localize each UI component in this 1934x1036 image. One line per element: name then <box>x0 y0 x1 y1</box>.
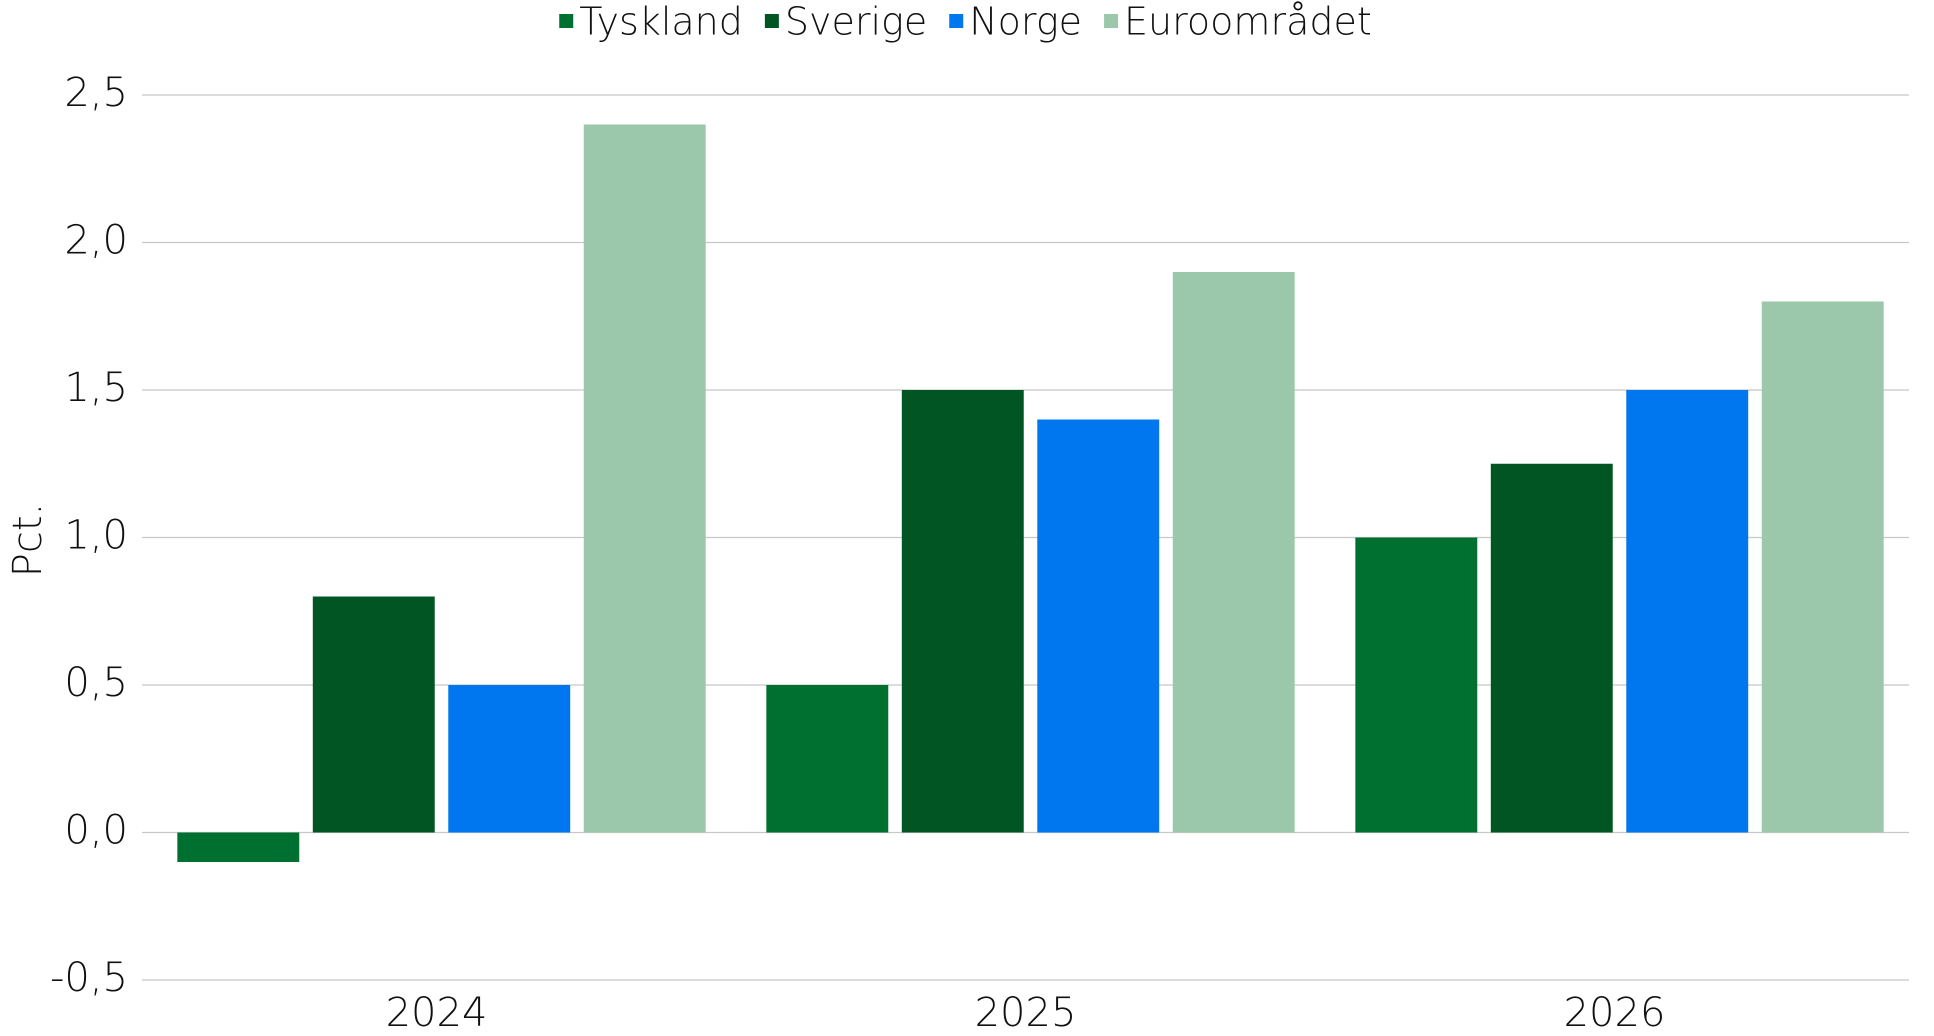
y-tick-label: 0,0 <box>64 808 128 854</box>
bar <box>1761 301 1884 833</box>
x-tick-label: 2026 <box>1564 990 1666 1036</box>
legend-label: Tyskland <box>579 0 743 44</box>
legend-swatch <box>559 14 574 28</box>
bar <box>583 124 706 833</box>
bar <box>448 685 571 833</box>
legend-label: Sverige <box>785 0 927 44</box>
legend-label: Euroområdet <box>1124 0 1372 44</box>
bar <box>901 390 1024 833</box>
y-tick-label: 2,0 <box>64 218 128 264</box>
bar <box>766 685 889 833</box>
legend-label: Norge <box>969 0 1082 44</box>
bar <box>1037 419 1160 833</box>
bar <box>1172 272 1295 833</box>
bar <box>1355 537 1478 833</box>
bar <box>1626 390 1749 833</box>
bar <box>1490 463 1613 833</box>
legend-swatch <box>1104 14 1119 28</box>
x-tick-label: 2024 <box>386 990 488 1036</box>
y-tick-label: 1,5 <box>64 365 128 411</box>
bar <box>177 832 300 862</box>
bar <box>312 596 435 833</box>
x-tick-label: 2025 <box>975 990 1077 1036</box>
y-tick-label: -0,5 <box>50 955 128 1001</box>
y-tick-label: 1,0 <box>64 513 128 559</box>
legend-swatch <box>949 14 964 28</box>
legend-swatch <box>764 14 779 28</box>
y-tick-label: 2,5 <box>64 70 128 116</box>
y-axis-label: Pct. <box>5 503 51 578</box>
y-tick-label: 0,5 <box>64 660 128 706</box>
